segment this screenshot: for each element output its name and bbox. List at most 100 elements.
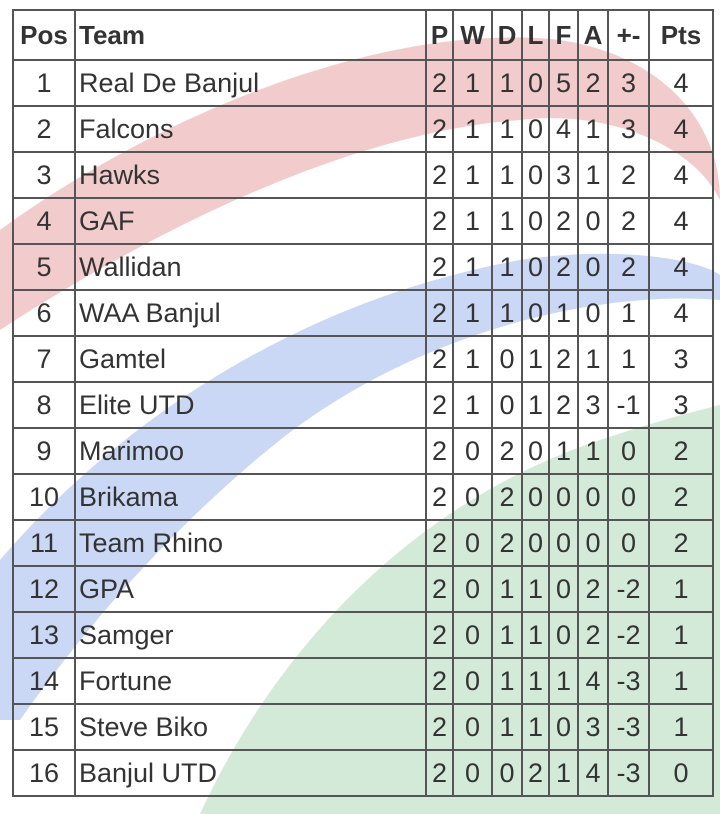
team-cell: Real De Banjul (74, 59, 427, 107)
stat-cell: 1 (607, 335, 650, 383)
stat-cell: 1 (452, 197, 493, 245)
stat-cell: 2 (648, 427, 714, 475)
team-cell: Team Rhino (74, 519, 427, 567)
team-row: 6 WAA Banjul 2 1 1 0 1 0 1 4 (12, 289, 714, 337)
stat-cell: 0 (577, 519, 609, 567)
stat-cell: 3 (607, 59, 650, 107)
stat-cell: 2 (425, 611, 454, 659)
stat-cell: 0 (577, 197, 609, 245)
team-row: 8 Elite UTD 2 1 0 1 2 3 -1 3 (12, 381, 714, 429)
stat-cell: 4 (648, 289, 714, 337)
stat-cell: 2 (425, 335, 454, 383)
stat-cell: 1 (452, 243, 493, 291)
header-cell: A (577, 9, 609, 61)
stat-cell: 5 (548, 59, 579, 107)
stat-cell: 2 (548, 197, 579, 245)
stat-cell: 0 (577, 289, 609, 337)
stat-cell: 3 (648, 335, 714, 383)
stat-cell: 2 (648, 473, 714, 521)
stat-cell: 1 (648, 565, 714, 613)
team-row: 13 Samger 2 0 1 1 0 2 -2 1 (12, 611, 714, 659)
team-row: 2 Falcons 2 1 1 0 4 1 3 4 (12, 105, 714, 153)
stat-cell: -1 (607, 381, 650, 429)
team-row: 12 GPA 2 0 1 1 0 2 -2 1 (12, 565, 714, 613)
stat-cell: 0 (548, 519, 579, 567)
stat-cell: 7 (12, 335, 76, 383)
stat-cell: 2 (491, 519, 523, 567)
team-cell: Falcons (74, 105, 427, 153)
stat-cell: 5 (12, 243, 76, 291)
team-cell: Steve Biko (74, 703, 427, 751)
stat-cell: 12 (12, 565, 76, 613)
stat-cell: 2 (607, 243, 650, 291)
stat-cell: 0 (521, 289, 550, 337)
team-cell: Hawks (74, 151, 427, 199)
stat-cell: 2 (607, 197, 650, 245)
stat-cell: 4 (12, 197, 76, 245)
stat-cell: 0 (607, 519, 650, 567)
stat-cell: 2 (425, 473, 454, 521)
stat-cell: 0 (521, 473, 550, 521)
stat-cell: 0 (548, 473, 579, 521)
stat-cell: 1 (648, 657, 714, 705)
stat-cell: 2 (548, 381, 579, 429)
stat-cell: 1 (648, 611, 714, 659)
stat-cell: 0 (452, 519, 493, 567)
header-cell: L (521, 9, 550, 61)
team-cell: Samger (74, 611, 427, 659)
stat-cell: 2 (425, 427, 454, 475)
stat-cell: 10 (12, 473, 76, 521)
stat-cell: 2 (491, 473, 523, 521)
stat-cell: 1 (521, 657, 550, 705)
stat-cell: 2 (425, 197, 454, 245)
stat-cell: 0 (607, 473, 650, 521)
stat-cell: 4 (648, 197, 714, 245)
team-cell: Banjul UTD (74, 749, 427, 797)
stat-cell: 1 (548, 427, 579, 475)
team-cell: WAA Banjul (74, 289, 427, 337)
team-cell: Brikama (74, 473, 427, 521)
stat-cell: 2 (425, 703, 454, 751)
team-cell: Fortune (74, 657, 427, 705)
stat-cell: 1 (491, 243, 523, 291)
stat-cell: 0 (607, 427, 650, 475)
stat-cell: 0 (452, 427, 493, 475)
stat-cell: 0 (577, 243, 609, 291)
stat-cell: 2 (548, 243, 579, 291)
stat-cell: 1 (452, 59, 493, 107)
stat-cell: 13 (12, 611, 76, 659)
stat-cell: 8 (12, 381, 76, 429)
stat-cell: 0 (521, 197, 550, 245)
stat-cell: 0 (521, 151, 550, 199)
stat-cell: 1 (452, 381, 493, 429)
stat-cell: 2 (425, 565, 454, 613)
stat-cell: 0 (548, 703, 579, 751)
stat-cell: 2 (577, 59, 609, 107)
team-row: 15 Steve Biko 2 0 1 1 0 3 -3 1 (12, 703, 714, 751)
header-cell: +- (607, 9, 650, 61)
stat-cell: 4 (548, 105, 579, 153)
stat-cell: 2 (12, 105, 76, 153)
team-row: 9 Marimoo 2 0 2 0 1 1 0 2 (12, 427, 714, 475)
stat-cell: 0 (577, 473, 609, 521)
team-row: 16 Banjul UTD 2 0 0 2 1 4 -3 0 (12, 749, 714, 797)
stat-cell: 3 (607, 105, 650, 153)
stat-cell: 1 (577, 427, 609, 475)
stat-cell: 1 (491, 151, 523, 199)
table-body: 1 Real De Banjul 2 1 1 0 5 2 3 4 2 Falcons 2 1 1 0 4 1 3 4 3… (12, 59, 714, 797)
stat-cell: 1 (491, 59, 523, 107)
stat-cell: 1 (521, 703, 550, 751)
stat-cell: 1 (577, 151, 609, 199)
stat-cell: 16 (12, 749, 76, 797)
stat-cell: 2 (491, 427, 523, 475)
stat-cell: 1 (577, 105, 609, 153)
header-cell: D (491, 9, 523, 61)
header-cell: Pos (12, 9, 76, 61)
team-cell: Wallidan (74, 243, 427, 291)
stat-cell: 1 (452, 335, 493, 383)
stat-cell: 0 (521, 243, 550, 291)
stat-cell: 15 (12, 703, 76, 751)
stat-cell: 2 (425, 519, 454, 567)
stat-cell: 0 (548, 611, 579, 659)
